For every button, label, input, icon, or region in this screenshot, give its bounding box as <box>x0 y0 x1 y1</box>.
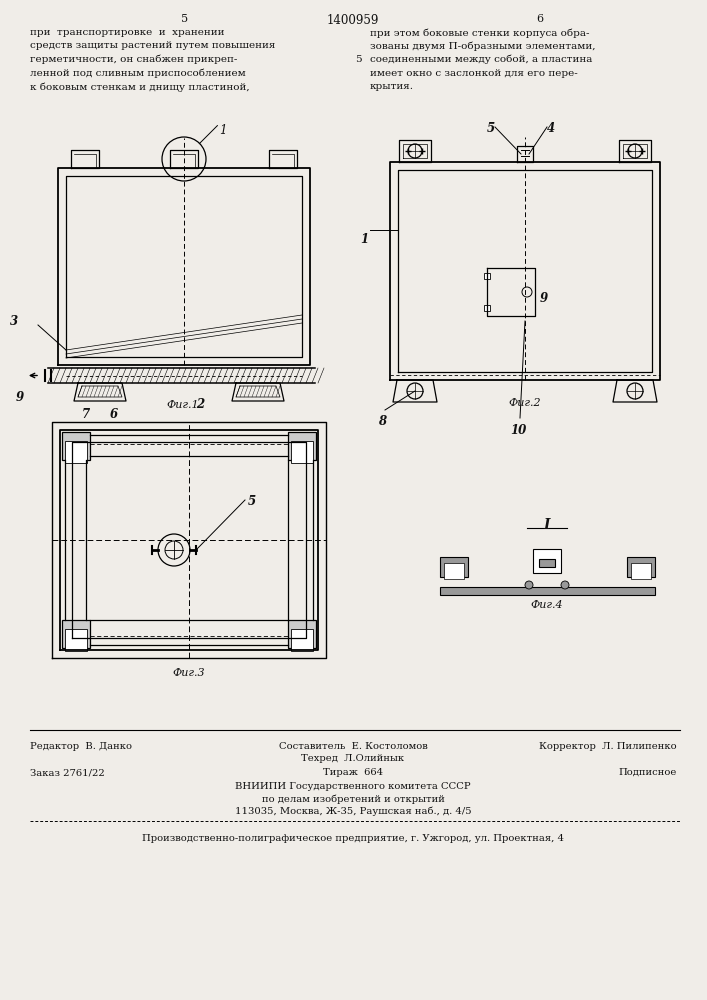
Text: 10: 10 <box>510 424 526 437</box>
Text: 1: 1 <box>219 124 227 137</box>
Text: имеет окно с заслонкой для его пере-: имеет окно с заслонкой для его пере- <box>370 68 578 78</box>
Text: Составитель  Е. Костоломов: Составитель Е. Костоломов <box>279 742 427 751</box>
Text: герметичности, он снабжен прикреп-: герметичности, он снабжен прикреп- <box>30 55 238 64</box>
Bar <box>484 305 490 311</box>
Text: Тираж  664: Тираж 664 <box>323 768 383 777</box>
Bar <box>627 557 655 577</box>
Text: к боковым стенкам и днищу пластиной,: к боковым стенкам и днищу пластиной, <box>30 82 250 92</box>
Text: 1: 1 <box>360 233 368 246</box>
Bar <box>631 563 651 579</box>
Text: средств защиты растений путем повышения: средств защиты растений путем повышения <box>30 41 275 50</box>
Text: Фиг.4: Фиг.4 <box>531 600 563 610</box>
Text: Фиг.3: Фиг.3 <box>173 668 205 678</box>
Text: Производственно-полиграфическое предприятие, г. Ужгород, ул. Проектная, 4: Производственно-полиграфическое предприя… <box>142 834 564 843</box>
Text: 3: 3 <box>10 315 18 328</box>
Bar <box>484 273 490 279</box>
Text: соединенными между собой, а пластина: соединенными между собой, а пластина <box>370 55 592 64</box>
Bar <box>288 620 316 648</box>
Text: Редактор  В. Данко: Редактор В. Данко <box>30 742 132 751</box>
Text: Подписное: Подписное <box>619 768 677 777</box>
Bar <box>440 587 655 595</box>
Text: Фиг.1: Фиг.1 <box>167 400 199 410</box>
Circle shape <box>525 581 533 589</box>
Text: Заказ 2761/22: Заказ 2761/22 <box>30 768 105 777</box>
Text: I: I <box>544 518 550 532</box>
Bar <box>288 432 316 460</box>
Bar <box>62 620 90 648</box>
Text: при  транспортировке  и  хранении: при транспортировке и хранении <box>30 28 225 37</box>
Bar <box>539 559 555 567</box>
Bar <box>440 557 468 577</box>
Text: 8: 8 <box>378 415 386 428</box>
Text: зованы двумя П-образными элементами,: зованы двумя П-образными элементами, <box>370 41 595 51</box>
Text: 113035, Москва, Ж-35, Раушская наб., д. 4/5: 113035, Москва, Ж-35, Раушская наб., д. … <box>235 806 472 816</box>
Text: 5: 5 <box>248 495 256 508</box>
Bar <box>444 563 464 579</box>
Text: 6: 6 <box>110 408 118 421</box>
Text: ВНИИПИ Государственного комитета СССР: ВНИИПИ Государственного комитета СССР <box>235 782 471 791</box>
Text: Фиг.2: Фиг.2 <box>509 398 542 408</box>
Text: 9: 9 <box>16 391 24 404</box>
Bar <box>65 441 87 463</box>
Circle shape <box>561 581 569 589</box>
Text: крытия.: крытия. <box>370 82 414 91</box>
Text: Корректор  Л. Пилипенко: Корректор Л. Пилипенко <box>539 742 677 751</box>
Text: 7: 7 <box>82 408 90 421</box>
Text: 6: 6 <box>537 14 544 24</box>
Bar <box>533 549 561 573</box>
Text: 5: 5 <box>182 14 189 24</box>
Text: 5: 5 <box>487 122 495 135</box>
Text: Техред  Л.Олийнык: Техред Л.Олийнык <box>301 754 404 763</box>
Bar <box>65 629 87 651</box>
Text: 2: 2 <box>196 398 204 411</box>
Bar <box>291 441 313 463</box>
Text: 1400959: 1400959 <box>327 14 379 27</box>
Text: по делам изобретений и открытий: по делам изобретений и открытий <box>262 794 445 804</box>
Text: 9: 9 <box>540 292 548 305</box>
Text: ленной под сливным приспособлением: ленной под сливным приспособлением <box>30 68 246 78</box>
Bar <box>62 432 90 460</box>
Bar <box>291 629 313 651</box>
Text: 5: 5 <box>355 55 361 64</box>
Text: при этом боковые стенки корпуса обра-: при этом боковые стенки корпуса обра- <box>370 28 590 37</box>
Text: 4: 4 <box>547 122 555 135</box>
